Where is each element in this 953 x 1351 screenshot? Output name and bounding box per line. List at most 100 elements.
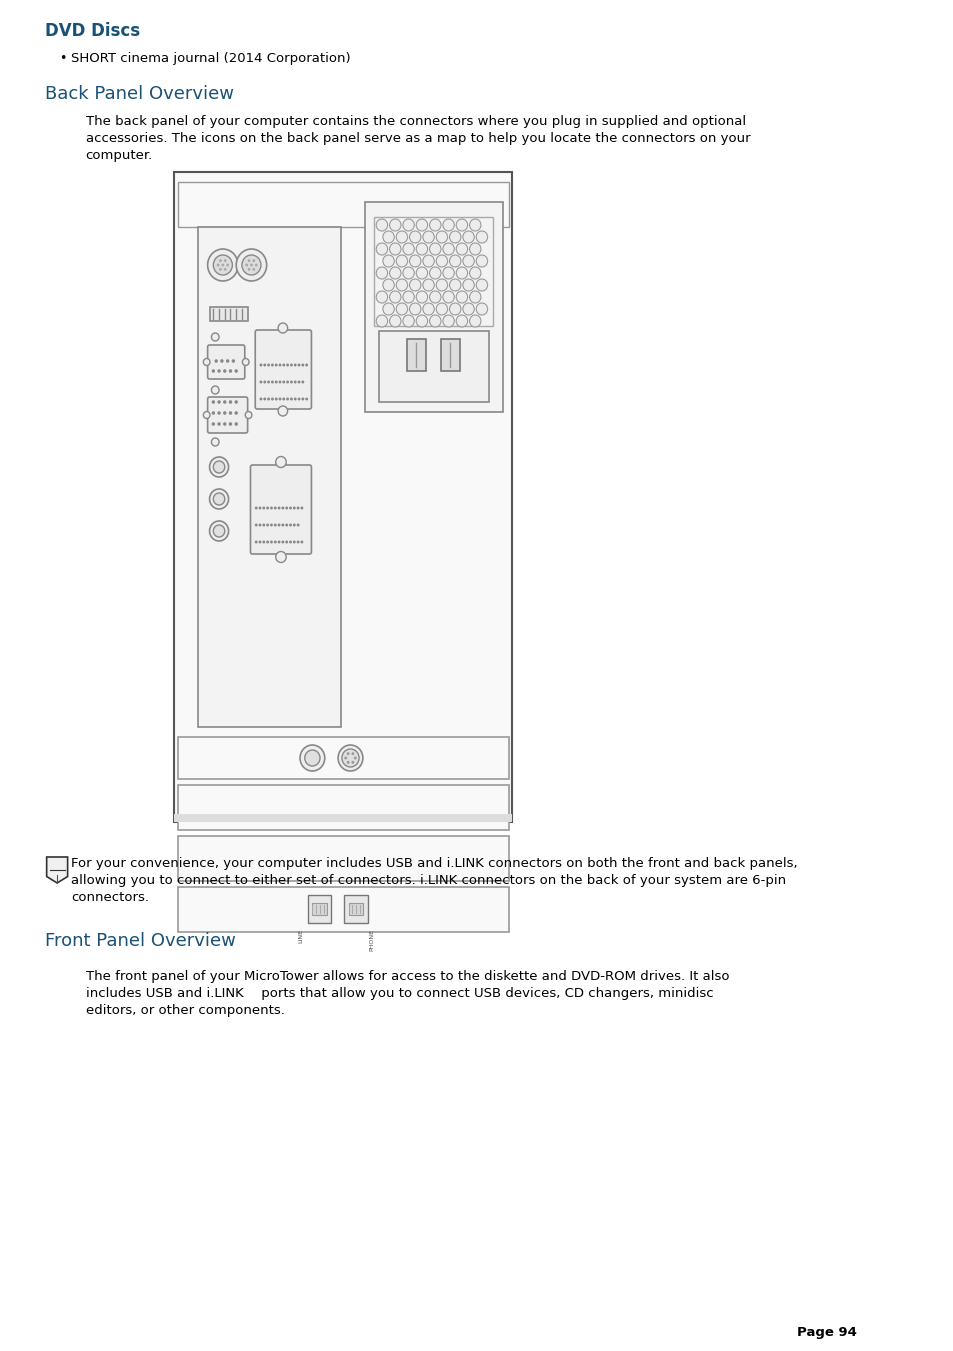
Circle shape (436, 303, 447, 315)
FancyBboxPatch shape (208, 397, 248, 434)
Circle shape (274, 381, 277, 384)
Circle shape (300, 540, 303, 543)
Circle shape (294, 381, 296, 384)
Circle shape (422, 255, 434, 267)
Bar (364, 203, 502, 412)
Circle shape (217, 369, 220, 373)
Text: computer.: computer. (86, 149, 152, 162)
Circle shape (286, 363, 289, 366)
Circle shape (375, 290, 387, 303)
Circle shape (263, 397, 266, 400)
Circle shape (382, 280, 394, 290)
Bar (174, 172, 512, 821)
Circle shape (278, 407, 287, 416)
Text: connectors.: connectors. (71, 892, 150, 904)
Circle shape (263, 363, 266, 366)
Circle shape (270, 523, 273, 527)
Circle shape (300, 507, 303, 509)
Circle shape (290, 397, 293, 400)
Circle shape (476, 280, 487, 290)
Circle shape (389, 290, 400, 303)
Circle shape (462, 231, 474, 243)
Circle shape (212, 400, 214, 404)
Text: DVD Discs: DVD Discs (45, 22, 140, 41)
Circle shape (476, 231, 487, 243)
Circle shape (271, 397, 274, 400)
Circle shape (341, 748, 358, 767)
Circle shape (285, 540, 288, 543)
FancyBboxPatch shape (251, 465, 311, 554)
Circle shape (212, 438, 219, 446)
Circle shape (296, 523, 299, 527)
Circle shape (462, 303, 474, 315)
Circle shape (274, 507, 276, 509)
Circle shape (429, 219, 440, 231)
Text: For your convenience, your computer includes USB and i.LINK connectors on both t: For your convenience, your computer incl… (71, 857, 798, 870)
Circle shape (442, 315, 454, 327)
Circle shape (208, 249, 238, 281)
Circle shape (442, 267, 454, 280)
Circle shape (259, 397, 262, 400)
Circle shape (212, 411, 214, 415)
Text: SHORT cinema journal (2014 Corporation): SHORT cinema journal (2014 Corporation) (71, 51, 351, 65)
Circle shape (382, 255, 394, 267)
Circle shape (266, 540, 269, 543)
Circle shape (305, 397, 308, 400)
Circle shape (274, 540, 276, 543)
Circle shape (305, 363, 308, 366)
Circle shape (219, 259, 222, 262)
Circle shape (213, 255, 233, 276)
Circle shape (289, 540, 292, 543)
Circle shape (346, 753, 349, 755)
Circle shape (262, 507, 265, 509)
Circle shape (395, 280, 407, 290)
Bar (178, 836, 508, 881)
Circle shape (395, 303, 407, 315)
Circle shape (375, 243, 387, 255)
Circle shape (270, 540, 273, 543)
Circle shape (389, 267, 400, 280)
Circle shape (429, 267, 440, 280)
Circle shape (216, 263, 219, 266)
Bar (312, 902, 326, 915)
Circle shape (277, 523, 280, 527)
Circle shape (442, 219, 454, 231)
Circle shape (223, 411, 226, 415)
Text: Front Panel Overview: Front Panel Overview (45, 932, 235, 950)
Circle shape (449, 303, 460, 315)
Circle shape (354, 757, 356, 759)
Circle shape (456, 290, 467, 303)
Circle shape (245, 263, 248, 266)
Circle shape (242, 255, 261, 276)
Circle shape (442, 243, 454, 255)
Circle shape (203, 358, 210, 366)
Circle shape (267, 381, 270, 384)
Circle shape (258, 540, 261, 543)
Circle shape (429, 315, 440, 327)
Circle shape (219, 267, 222, 270)
Circle shape (210, 457, 229, 477)
Circle shape (223, 423, 226, 426)
Circle shape (297, 381, 300, 384)
Bar (174, 815, 512, 821)
Circle shape (409, 303, 420, 315)
Circle shape (285, 523, 288, 527)
Text: editors, or other components.: editors, or other components. (86, 1004, 284, 1017)
Circle shape (416, 267, 427, 280)
Circle shape (253, 259, 255, 262)
Circle shape (375, 315, 387, 327)
Circle shape (422, 303, 434, 315)
Circle shape (212, 386, 219, 394)
Bar (378, 331, 488, 403)
Circle shape (250, 263, 253, 266)
Circle shape (290, 381, 293, 384)
Text: Back Panel Overview: Back Panel Overview (45, 85, 233, 103)
Circle shape (351, 761, 354, 763)
FancyBboxPatch shape (255, 330, 311, 409)
Circle shape (389, 243, 400, 255)
Circle shape (213, 493, 225, 505)
Text: LINE: LINE (297, 929, 303, 943)
Circle shape (416, 219, 427, 231)
Circle shape (217, 400, 220, 404)
Circle shape (395, 255, 407, 267)
